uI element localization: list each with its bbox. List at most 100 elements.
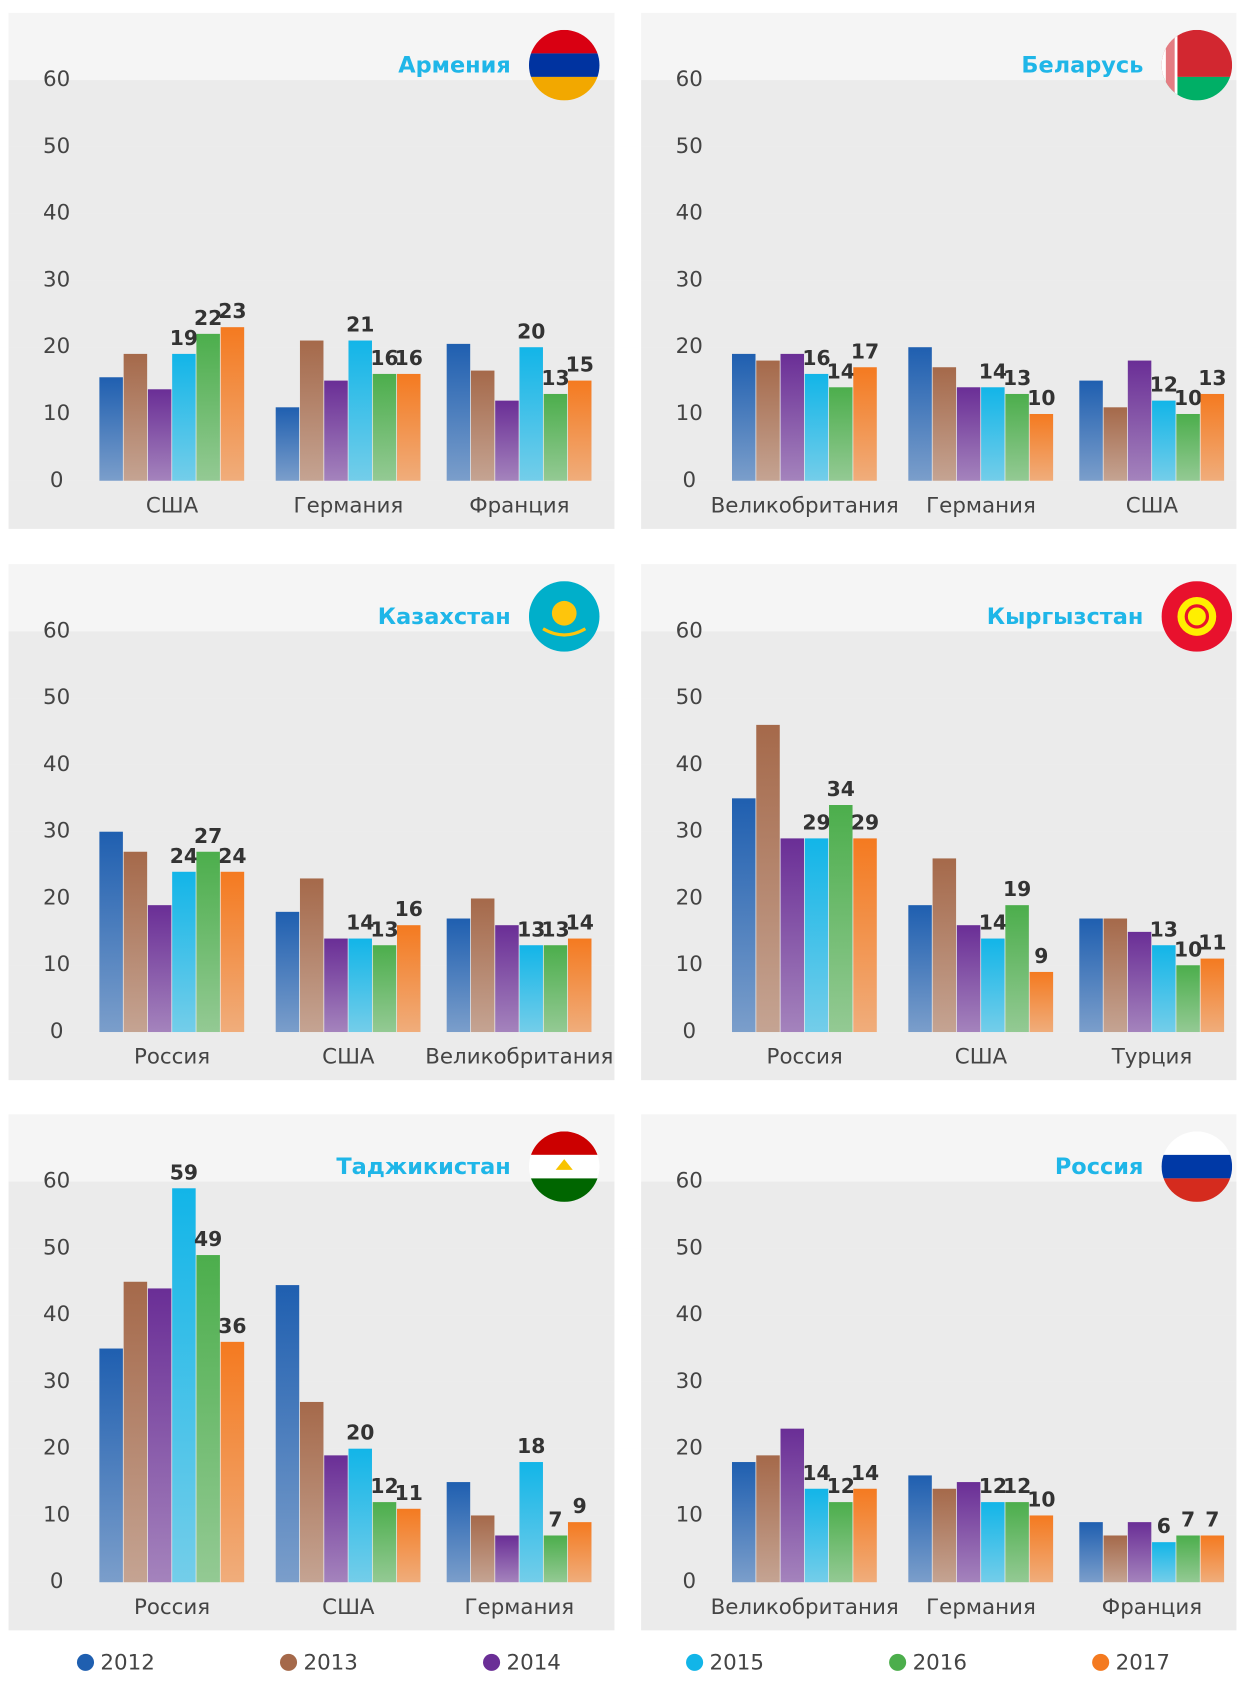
panel-band (641, 1032, 1237, 1081)
y-tick-label: 0 (682, 468, 696, 493)
data-label: 12 (370, 1474, 398, 1498)
band (8, 631, 615, 699)
chart-title: Россия (1055, 1154, 1144, 1180)
bar (780, 353, 805, 481)
flag-sun (551, 600, 577, 626)
data-label: 10 (1174, 386, 1202, 410)
bar (543, 393, 568, 481)
legend-swatch (483, 1653, 501, 1671)
y-tick-label: 50 (676, 134, 703, 159)
bar (1176, 965, 1200, 1033)
bar (446, 1482, 471, 1583)
bar (324, 1455, 348, 1583)
bar (196, 1255, 220, 1583)
bar (829, 1502, 853, 1583)
band (641, 698, 1237, 765)
band (8, 80, 615, 147)
bar (932, 1488, 957, 1583)
bar (1127, 1522, 1152, 1583)
bar (804, 1488, 829, 1583)
bar (446, 343, 471, 481)
bar (981, 1502, 1005, 1583)
bar (172, 1188, 196, 1583)
bar (829, 387, 853, 481)
data-label: 29 (802, 810, 830, 834)
x-tick-label: Франция (1102, 1595, 1202, 1620)
bar (932, 858, 957, 1033)
y-tick-label: 60 (676, 67, 703, 92)
band (8, 146, 615, 214)
bar (908, 905, 932, 1033)
y-tick-label: 50 (676, 1235, 703, 1260)
flag-stripe (1161, 1154, 1233, 1179)
bar (495, 1535, 519, 1583)
y-tick-label: 20 (43, 885, 70, 910)
bar (1005, 393, 1029, 481)
bar (1005, 905, 1029, 1033)
y-tick-label: 0 (50, 1019, 64, 1044)
chart-title: Кыргызстан (987, 604, 1144, 630)
panel-band (8, 1032, 615, 1081)
legend-label: 2012 (100, 1650, 154, 1675)
bar (123, 353, 148, 481)
bar (372, 373, 397, 481)
chart-title: Беларусь (1021, 53, 1143, 79)
y-tick-label: 30 (676, 819, 703, 844)
panel-band (8, 480, 615, 529)
bar (519, 1462, 543, 1583)
y-tick-label: 0 (50, 1569, 64, 1594)
bar (123, 1281, 148, 1583)
legend-swatch (76, 1653, 95, 1671)
data-label: 11 (1198, 931, 1226, 955)
y-tick-label: 60 (43, 67, 70, 92)
bar (804, 373, 829, 481)
data-label: 20 (517, 319, 545, 343)
y-tick-label: 40 (676, 752, 703, 777)
bar (470, 370, 495, 481)
bar (172, 353, 196, 481)
bar (756, 360, 780, 481)
data-label: 7 (1205, 1508, 1219, 1532)
x-tick-label: Россия (134, 1595, 210, 1620)
bar (123, 851, 148, 1033)
chart-title: Армения (398, 53, 511, 79)
bar (275, 1285, 300, 1583)
y-tick-label: 50 (43, 1235, 70, 1260)
bar (196, 333, 220, 481)
band (8, 1181, 615, 1249)
bar (1127, 360, 1152, 481)
bar (147, 389, 172, 481)
y-tick-label: 30 (43, 267, 70, 292)
legend-label: 2017 (1116, 1650, 1170, 1675)
data-label: 16 (395, 897, 423, 921)
chart-title: Казахстан (378, 604, 511, 630)
band (641, 1181, 1237, 1249)
y-tick-label: 50 (43, 134, 70, 159)
bar (853, 367, 877, 481)
data-label: 14 (979, 911, 1007, 935)
bar (1029, 413, 1054, 481)
data-label: 11 (395, 1481, 423, 1505)
data-label: 59 (170, 1160, 198, 1184)
bar (1079, 918, 1103, 1033)
x-tick-label: США (322, 1595, 375, 1620)
bar (172, 871, 196, 1033)
y-tick-label: 40 (43, 201, 70, 226)
bar (1127, 931, 1152, 1033)
bar (1152, 400, 1176, 481)
data-label: 7 (1181, 1508, 1195, 1532)
data-label: 13 (541, 366, 569, 390)
flag-crown (555, 1159, 573, 1170)
bar (275, 911, 300, 1033)
data-label: 14 (346, 911, 374, 935)
y-tick-label: 60 (43, 618, 70, 643)
data-label: 12 (827, 1474, 855, 1498)
bar (299, 878, 324, 1033)
band (641, 764, 1237, 832)
data-label: 20 (346, 1421, 374, 1445)
band (641, 80, 1237, 147)
x-tick-label: Россия (767, 1045, 843, 1070)
band (641, 1248, 1237, 1316)
y-tick-label: 40 (43, 1302, 70, 1327)
bar (908, 347, 932, 481)
